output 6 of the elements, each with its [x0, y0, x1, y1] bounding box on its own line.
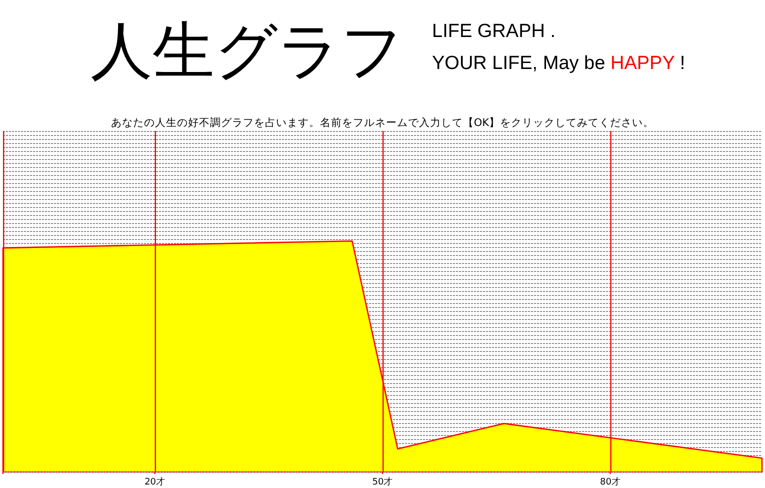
text: あなたの人生の好不調グラフを占います。名前をフルネームで入力して【OK】をクリックしてみてください。	[110, 116, 654, 129]
x-tick-label: 50才	[372, 476, 393, 488]
x-tick-label: 20才	[144, 476, 166, 488]
text: LIFE GRAPH . YOUR LIFE, May be HAPPY !	[432, 21, 686, 74]
x-tick-label: 80才	[600, 476, 620, 488]
chart-title: 人生グラフ	[90, 14, 404, 87]
